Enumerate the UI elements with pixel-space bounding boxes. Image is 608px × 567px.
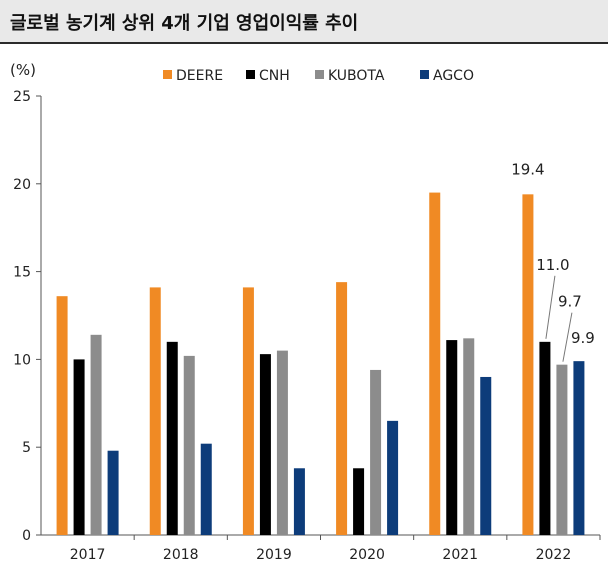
y-tick-label: 25 xyxy=(13,89,31,105)
bar-agco-2017 xyxy=(107,450,119,535)
axes: (%) 0 5 10 15 20 25 2017 2018 2019 2020 2021 2022 xyxy=(10,61,601,563)
y-tick-label: 0 xyxy=(22,528,31,544)
bar-cnh-2019 xyxy=(259,354,271,535)
data-label-cnh: 11.0 xyxy=(536,256,569,274)
legend-swatch-kubota xyxy=(315,70,324,79)
leader-line-kubota xyxy=(562,312,573,362)
bars xyxy=(56,192,585,535)
x-tick-label: 2022 xyxy=(536,547,572,563)
data-label-deere: 19.4 xyxy=(511,160,544,178)
legend-label-agco: AGCO xyxy=(433,68,474,84)
chart-title: 글로벌 농기계 상위 4개 기업 영업이익률 추이 xyxy=(10,13,359,34)
legend-label-kubota: KUBOTA xyxy=(328,68,385,84)
x-tick-label: 2019 xyxy=(256,547,292,563)
bar-agco-2022 xyxy=(573,361,585,535)
data-labels: 19.4 11.0 9.7 9.9 xyxy=(511,160,595,362)
bar-deere-2017 xyxy=(56,296,68,535)
legend-label-deere: DEERE xyxy=(176,68,223,84)
bar-deere-2018 xyxy=(149,287,161,535)
bar-cnh-2017 xyxy=(73,359,85,535)
bar-deere-2020 xyxy=(336,282,348,535)
title-bar: 글로벌 농기계 상위 4개 기업 영업이익률 추이 xyxy=(0,0,608,44)
x-tick-label: 2020 xyxy=(349,547,385,563)
bar-cnh-2018 xyxy=(166,341,178,535)
data-label-agco: 9.9 xyxy=(571,329,595,347)
y-tick-label: 20 xyxy=(13,177,31,193)
legend-label-cnh: CNH xyxy=(259,68,290,84)
legend: DEERE CNH KUBOTA AGCO xyxy=(163,68,474,84)
bar-agco-2018 xyxy=(200,443,212,535)
bar-kubota-2021 xyxy=(463,338,475,535)
leader-line-cnh xyxy=(545,275,556,339)
bar-agco-2020 xyxy=(387,420,399,535)
bar-cnh-2021 xyxy=(446,340,458,535)
bar-cnh-2022 xyxy=(539,341,551,535)
bar-kubota-2017 xyxy=(90,334,102,535)
bar-deere-2021 xyxy=(429,192,441,535)
bar-deere-2022 xyxy=(522,194,534,535)
bar-agco-2019 xyxy=(293,468,305,535)
bar-kubota-2018 xyxy=(183,355,195,535)
legend-swatch-cnh xyxy=(246,70,255,79)
bar-kubota-2022 xyxy=(556,364,568,535)
bar-cnh-2020 xyxy=(353,468,365,535)
x-tick-label: 2021 xyxy=(442,547,478,563)
x-tick-label: 2017 xyxy=(70,547,106,563)
y-axis-unit: (%) xyxy=(10,61,36,79)
bar-kubota-2019 xyxy=(276,350,288,535)
legend-swatch-agco xyxy=(420,70,429,79)
bar-deere-2019 xyxy=(242,287,254,535)
y-tick-label: 5 xyxy=(22,440,31,456)
y-tick-label: 15 xyxy=(13,265,31,281)
x-tick-label: 2018 xyxy=(163,547,199,563)
data-label-kubota: 9.7 xyxy=(558,293,582,311)
y-tick-label: 10 xyxy=(13,352,31,368)
bar-agco-2021 xyxy=(480,376,492,535)
bar-kubota-2020 xyxy=(370,369,382,535)
legend-swatch-deere xyxy=(163,70,172,79)
